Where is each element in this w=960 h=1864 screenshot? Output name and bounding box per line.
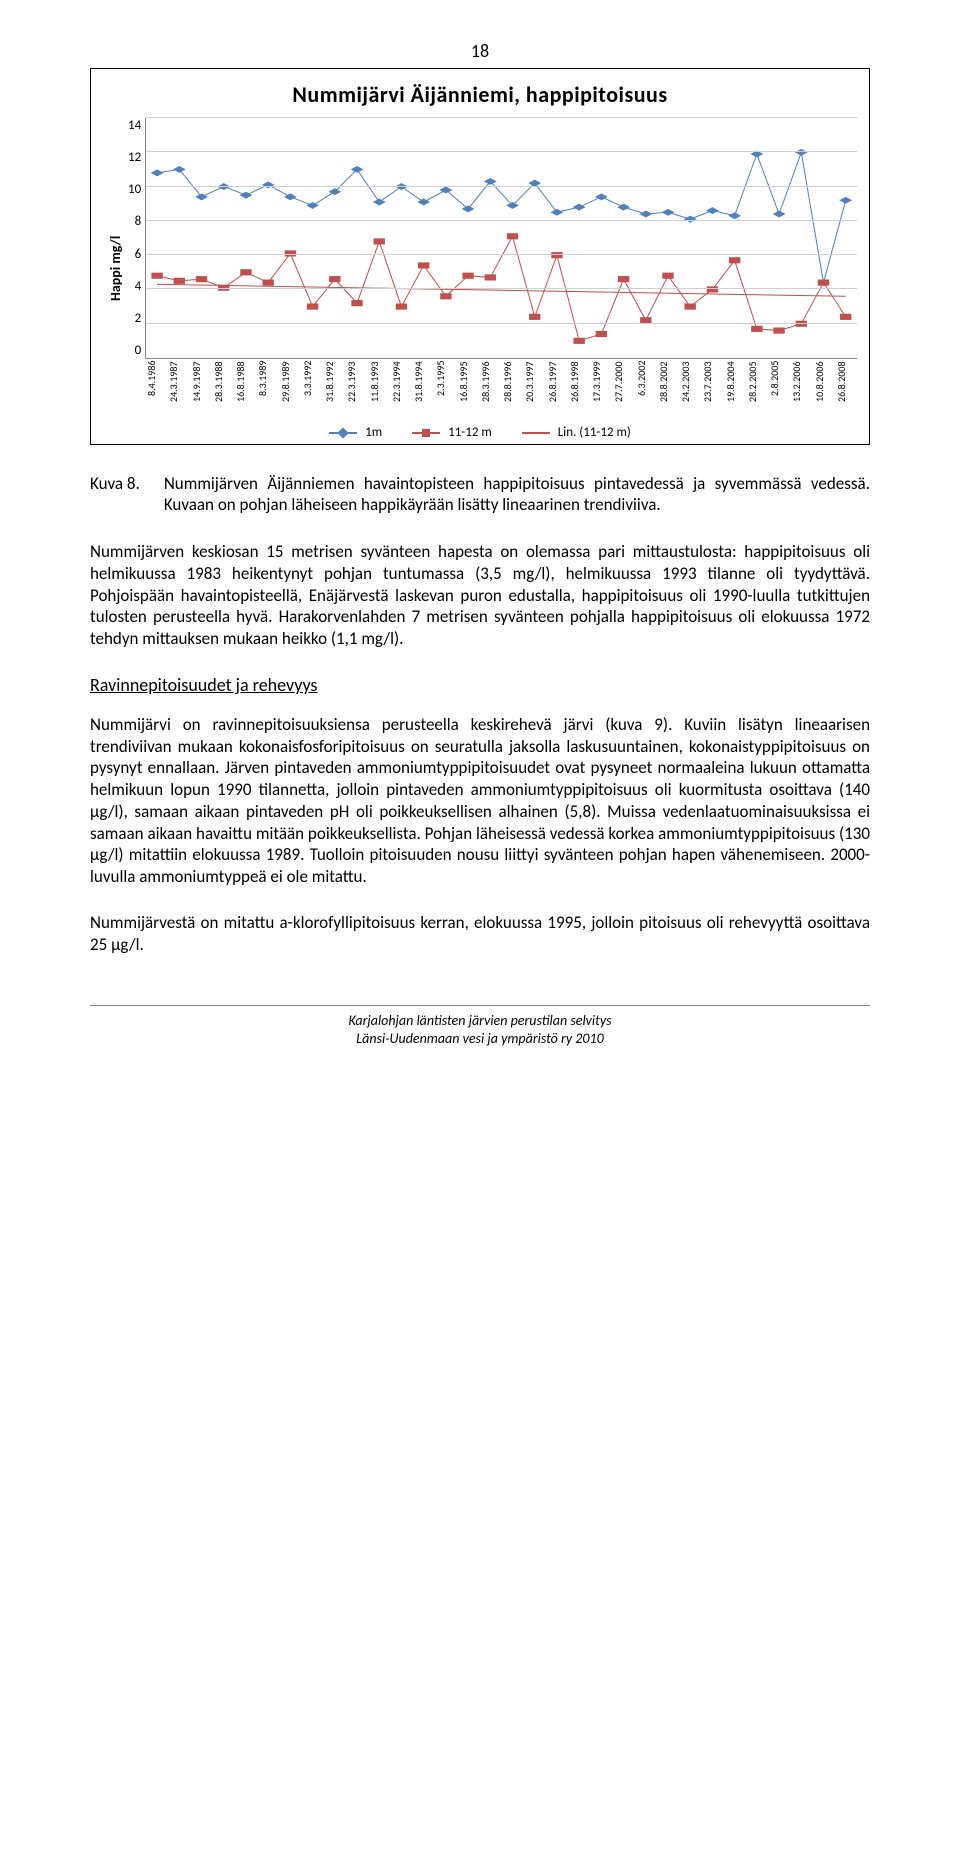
chart-title: Nummijärvi Äijänniemi, happipitoisuus — [103, 81, 857, 108]
chart-x-ticks: 8.4.198624.3.198714.9.198728.3.198816.8.… — [145, 361, 857, 419]
legend-label: Lin. (11-12 m) — [558, 425, 631, 440]
caption-label: Kuva 8. — [90, 473, 140, 515]
chart-container: Nummijärvi Äijänniemi, happipitoisuus Ha… — [90, 68, 870, 445]
figure-caption: Kuva 8. Nummijärven Äijänniemen havainto… — [90, 473, 870, 515]
chart-y-ticks: 14121086420 — [128, 118, 145, 358]
legend-item-1m: 1m — [329, 425, 382, 440]
paragraph: Nummijärvi on ravinnepitoisuuksiensa per… — [90, 714, 870, 888]
paragraph: Nummijärvestä on mitattu a-klorofyllipit… — [90, 912, 870, 956]
chart-plot-area — [145, 118, 857, 359]
legend-label: 1m — [365, 425, 382, 440]
footer-line1: Karjalohjan läntisten järvien perustilan… — [90, 1012, 870, 1030]
chart-legend: 1m 11-12 m Lin. (11-12 m) — [103, 425, 857, 440]
legend-item-trend: Lin. (11-12 m) — [522, 425, 631, 440]
paragraph: Nummijärven keskiosan 15 metrisen syvänt… — [90, 541, 870, 650]
legend-label: 11-12 m — [448, 425, 492, 440]
chart-y-axis-label: Happi mg/l — [103, 118, 128, 419]
footer-line2: Länsi-Uudenmaan vesi ja ympäristö ry 201… — [90, 1030, 870, 1048]
caption-text: Nummijärven Äijänniemen havaintopisteen … — [164, 473, 870, 515]
legend-item-11-12m: 11-12 m — [412, 425, 492, 440]
page-footer: Karjalohjan läntisten järvien perustilan… — [90, 1005, 870, 1047]
page-number: 18 — [90, 40, 870, 62]
section-heading: Ravinnepitoisuudet ja rehevyys — [90, 674, 870, 696]
